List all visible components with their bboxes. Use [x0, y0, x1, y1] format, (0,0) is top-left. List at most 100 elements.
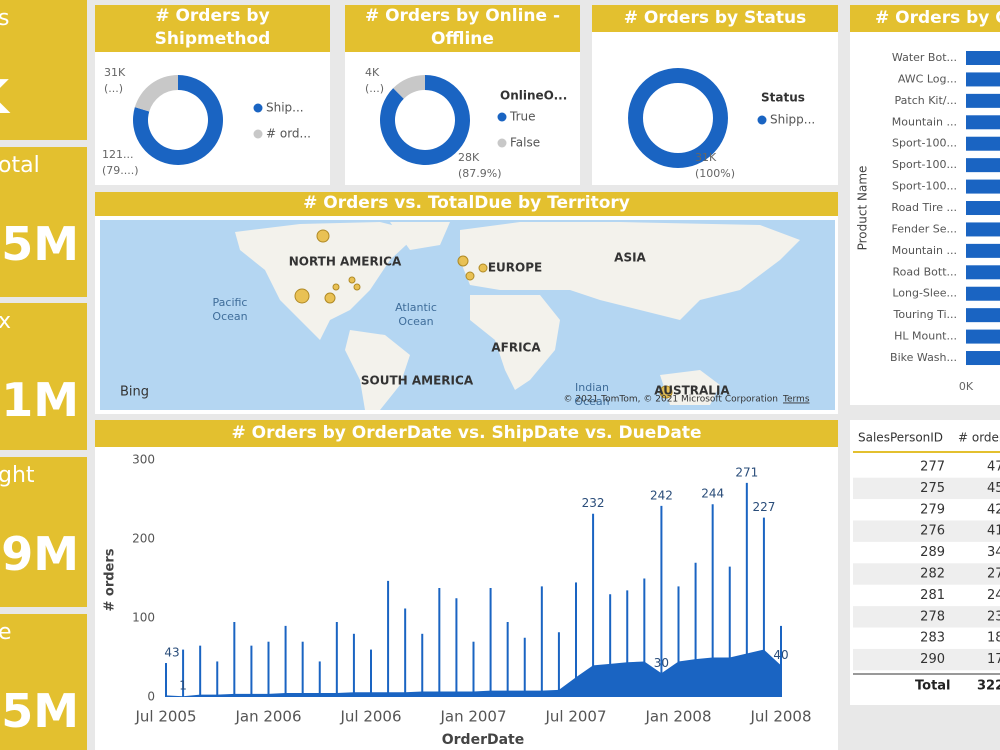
table-header: # order [958, 431, 1000, 445]
table-cell: 23 [987, 609, 1000, 624]
map-land [235, 222, 800, 410]
chart-title: # Orders by Ca [875, 8, 1000, 28]
data-label: 121... (79....) [102, 148, 139, 177]
data-label: 31K (100%) [695, 151, 735, 180]
map-region-label: EUROPE [488, 261, 542, 275]
kpi-card: sK [0, 0, 87, 140]
chart-title: # Orders by OrderDate vs. ShipDate vs. D… [231, 423, 702, 443]
kpi-value: 5M [1, 684, 79, 738]
map-ocean-label: Atlantic Ocean [395, 301, 437, 328]
y-tick-label: Long-Slee... [892, 287, 957, 300]
legend-title: Status [761, 91, 805, 105]
x-tick-label: Jul 2008 [749, 708, 811, 726]
data-label: 4K (...) [365, 66, 384, 95]
kpi-card: otal 5M [0, 147, 87, 297]
table-cell: 47 [987, 460, 1000, 475]
donut-slice [132, 75, 224, 166]
map-region-label: AUSTRALIA [654, 384, 730, 398]
table-cell: 42 [987, 502, 1000, 517]
legend-marker [757, 115, 767, 125]
bar [966, 179, 1000, 194]
x-tick-label: Jul 2006 [339, 708, 401, 726]
kpi-value: K [0, 70, 9, 124]
table-cell: 17 [987, 652, 1000, 667]
x-tick-label: Jul 2005 [134, 708, 196, 726]
bar [966, 222, 1000, 237]
bar [966, 351, 1000, 366]
data-label: 40 [773, 648, 788, 662]
y-tick-label: Touring Ti... [892, 308, 957, 321]
x-axis-label: OrderDate [442, 732, 524, 748]
chart-title: # Orders by Shipmethod [154, 6, 271, 49]
data-label: 227 [752, 500, 775, 514]
table-header: SalesPersonID [858, 431, 943, 445]
y-tick-label: Sport-100... [892, 158, 957, 171]
y-tick-label: 200 [132, 532, 155, 546]
table-total: Total [915, 679, 951, 694]
bar [966, 72, 1000, 87]
table-total: 322 [977, 679, 1000, 694]
kpi-card: x 31M [0, 303, 87, 450]
map-region-label: ASIA [614, 251, 646, 265]
table-cell: 279 [920, 502, 945, 517]
donut-slice [380, 75, 471, 166]
x-tick-label: Jan 2007 [439, 708, 506, 726]
data-label: 31K (...) [104, 66, 126, 95]
kpi-label: ght [0, 463, 35, 488]
table-cell: 283 [920, 631, 945, 646]
y-tick-label: Fender Se... [892, 222, 957, 235]
legend-label: True [509, 110, 536, 124]
map-ocean-label: Pacific Ocean [212, 296, 247, 323]
bar [966, 329, 1000, 344]
data-label: 271 [735, 465, 758, 479]
bar [966, 243, 1000, 258]
chart-title: # Orders vs. TotalDue by Territory [303, 193, 630, 213]
data-label: 30 [654, 656, 669, 670]
donut-slice [628, 68, 728, 168]
bar [966, 201, 1000, 216]
y-tick-label: Patch Kit/... [895, 94, 958, 107]
kpi-label: s [0, 6, 10, 31]
table-cell: 276 [920, 524, 945, 539]
table-row-bg [853, 520, 1000, 542]
y-tick-label: Sport-100... [892, 137, 957, 150]
table-cell: 27 [987, 567, 1000, 582]
kpi-card: ght 9M [0, 457, 87, 607]
legend-title: OnlineO... [500, 89, 567, 103]
table-cell: 289 [920, 545, 945, 560]
kpi-value: 5M [1, 217, 79, 271]
y-tick-label: Road Tire ... [891, 201, 957, 214]
bar [966, 308, 1000, 323]
data-label: 242 [650, 488, 673, 502]
table-row-bg [853, 563, 1000, 585]
data-label: 244 [701, 487, 724, 501]
table-cell: 275 [920, 481, 945, 496]
table-cell: 282 [920, 567, 945, 582]
table-row-bg [853, 648, 1000, 671]
bar [966, 51, 1000, 65]
data-label: 28K (87.9%) [458, 151, 502, 180]
bar [966, 115, 1000, 130]
y-tick-label: 0 [147, 690, 155, 704]
y-tick-label: Bike Wash... [890, 351, 957, 364]
chart-title: # Orders by Status [623, 8, 807, 28]
bar [966, 158, 1000, 173]
bar [966, 286, 1000, 301]
table-row-bg [853, 606, 1000, 628]
kpi-label: e [0, 620, 12, 645]
y-tick-label: Mountain ... [892, 115, 957, 128]
y-tick-label: 100 [132, 611, 155, 625]
y-tick-label: Water Bot... [892, 51, 957, 64]
y-tick-label: Sport-100... [892, 180, 957, 193]
data-label: 1 [179, 679, 187, 693]
map-bubbles [294, 229, 673, 399]
chart-title: # Orders by Online - Offline [364, 6, 561, 49]
kpi-value: 9M [1, 527, 79, 581]
legend-marker [253, 129, 263, 139]
table-cell: 281 [920, 588, 945, 603]
data-label: 43 [164, 646, 179, 660]
table-cell: 277 [920, 460, 945, 475]
